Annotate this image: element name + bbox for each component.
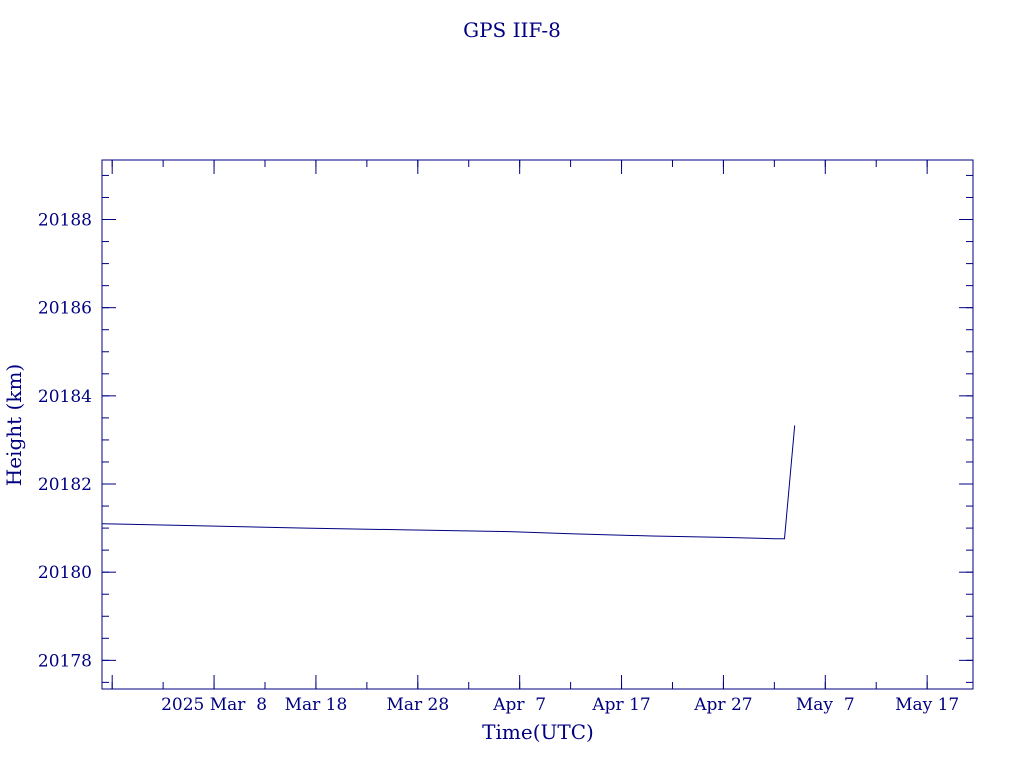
x-tick-label: Mar 18	[285, 695, 348, 715]
x-tick-label: Mar 28	[386, 695, 449, 715]
y-axis-label: Height (km)	[2, 364, 26, 486]
x-tick-label: 2025 Mar 8	[161, 695, 267, 715]
y-tick-label: 20182	[38, 475, 92, 495]
y-tick-label: 20180	[38, 563, 92, 583]
x-tick-label: May 7	[796, 695, 855, 715]
series-line	[101, 425, 796, 540]
chart-title: GPS IIF-8	[463, 18, 561, 42]
x-tick-label: Apr 27	[693, 695, 752, 715]
x-tick-label: Apr 17	[591, 695, 650, 715]
x-axis-label: Time(UTC)	[482, 720, 594, 744]
x-tick-label: Apr 7	[492, 695, 546, 715]
y-tick-label: 20184	[38, 387, 92, 407]
plot-frame	[101, 159, 974, 690]
y-tick-label: 20178	[38, 651, 92, 671]
y-tick-label: 20188	[38, 211, 92, 231]
axes: 2025 Mar 8 Mar 18 Mar 28 Apr 7 Apr 17 Apr 27 M…	[38, 160, 973, 715]
y-tick-label: 20186	[38, 299, 92, 319]
x-tick-label: May 17	[895, 695, 959, 715]
